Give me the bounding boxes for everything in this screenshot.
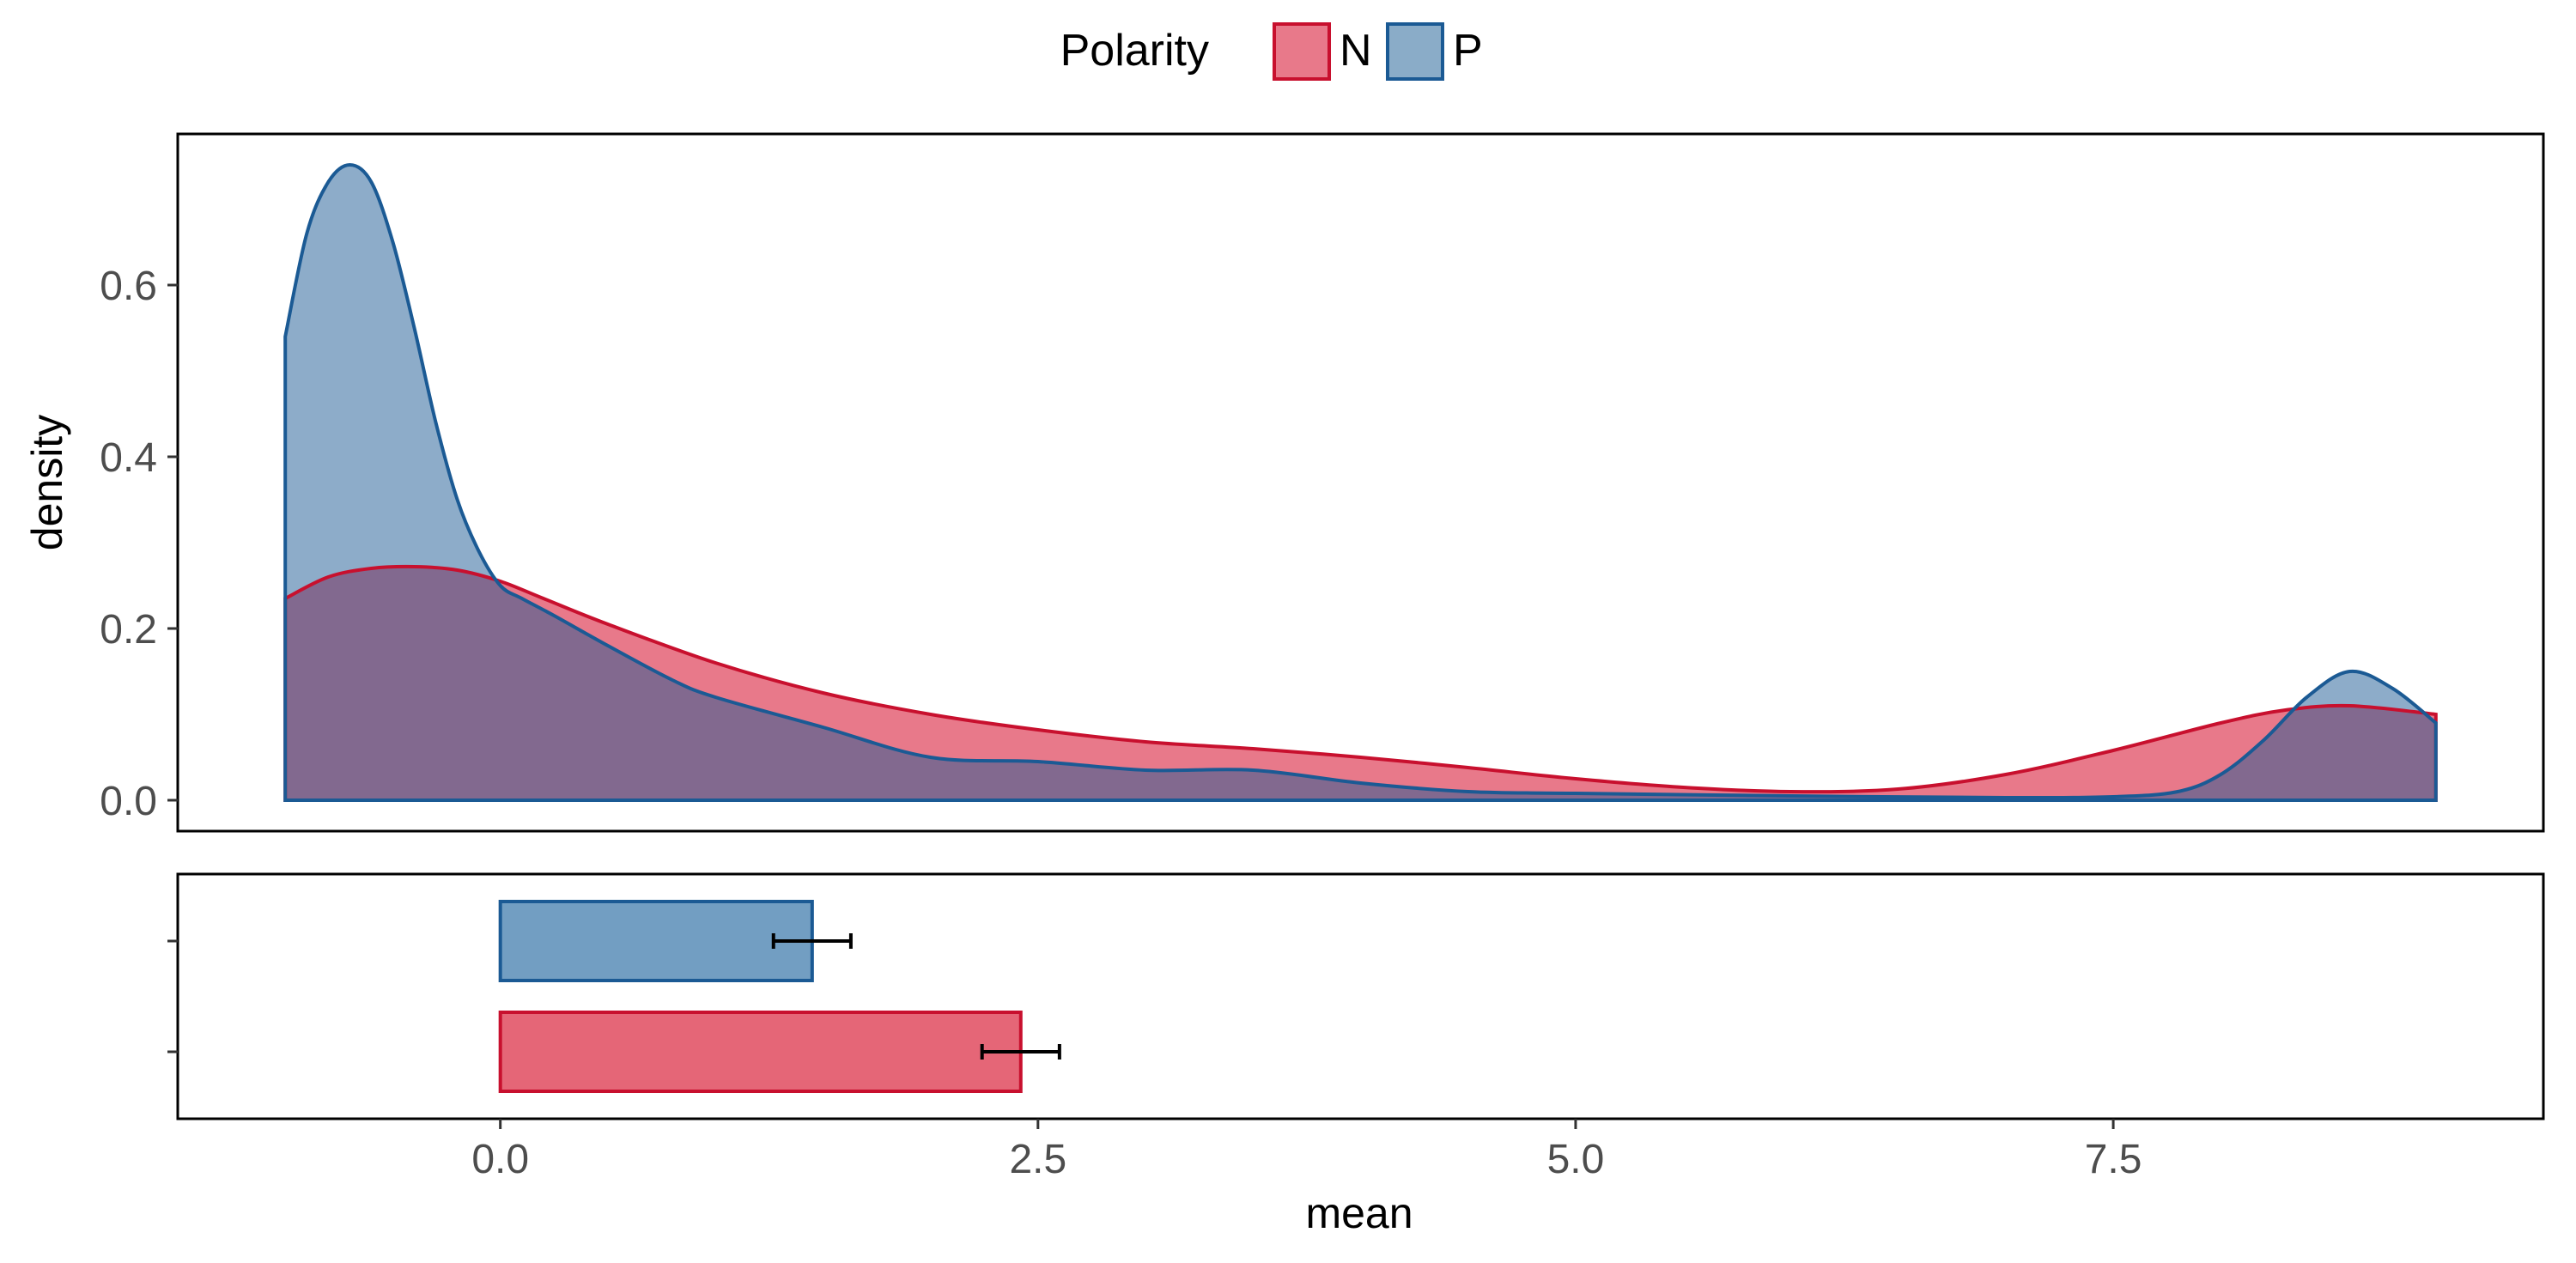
density-y-axis-title: density <box>23 415 71 550</box>
density-panel-border <box>176 132 2545 833</box>
error-bar-n <box>980 1044 1061 1060</box>
bar-panel-border <box>176 872 2545 1120</box>
legend-key-n <box>1273 22 1331 81</box>
x-tick-label: 0.0 <box>471 1137 529 1182</box>
legend-label-p: P <box>1453 26 1483 76</box>
legend-title: Polarity <box>1060 26 1209 76</box>
x-tick-label: 5.0 <box>1547 1137 1605 1182</box>
bar-x-ticks: 0.0 2.5 5.0 7.5 <box>471 1119 2142 1182</box>
x-axis-title: mean <box>1305 1189 1413 1237</box>
density-area-p <box>285 165 2436 800</box>
error-bar-p <box>771 933 853 949</box>
x-tick-label: 7.5 <box>2085 1137 2142 1182</box>
density-outline-p <box>283 162 2438 802</box>
y-tick-label: 0.6 <box>100 264 157 309</box>
bar-y-ticks <box>167 939 178 1054</box>
bar-panel: 0.0 2.5 5.0 7.5 mean <box>167 872 2545 1237</box>
density-y-ticks: 0.0 0.2 0.4 0.6 <box>100 264 178 824</box>
legend-key-p <box>1386 22 1444 81</box>
bars <box>498 900 1061 1093</box>
legend-label-n: N <box>1340 26 1372 76</box>
density-panel: 0.0 0.2 0.4 0.6 density <box>23 132 2545 833</box>
x-tick-label: 2.5 <box>1009 1137 1066 1182</box>
bar-n <box>498 1011 1023 1093</box>
y-tick-label: 0.2 <box>100 607 157 653</box>
density-outline-n <box>283 564 2438 802</box>
legend: Polarity N P <box>1060 22 1483 81</box>
y-tick-label: 0.0 <box>100 779 157 824</box>
bar-p <box>498 900 814 982</box>
y-tick-label: 0.4 <box>100 435 157 481</box>
